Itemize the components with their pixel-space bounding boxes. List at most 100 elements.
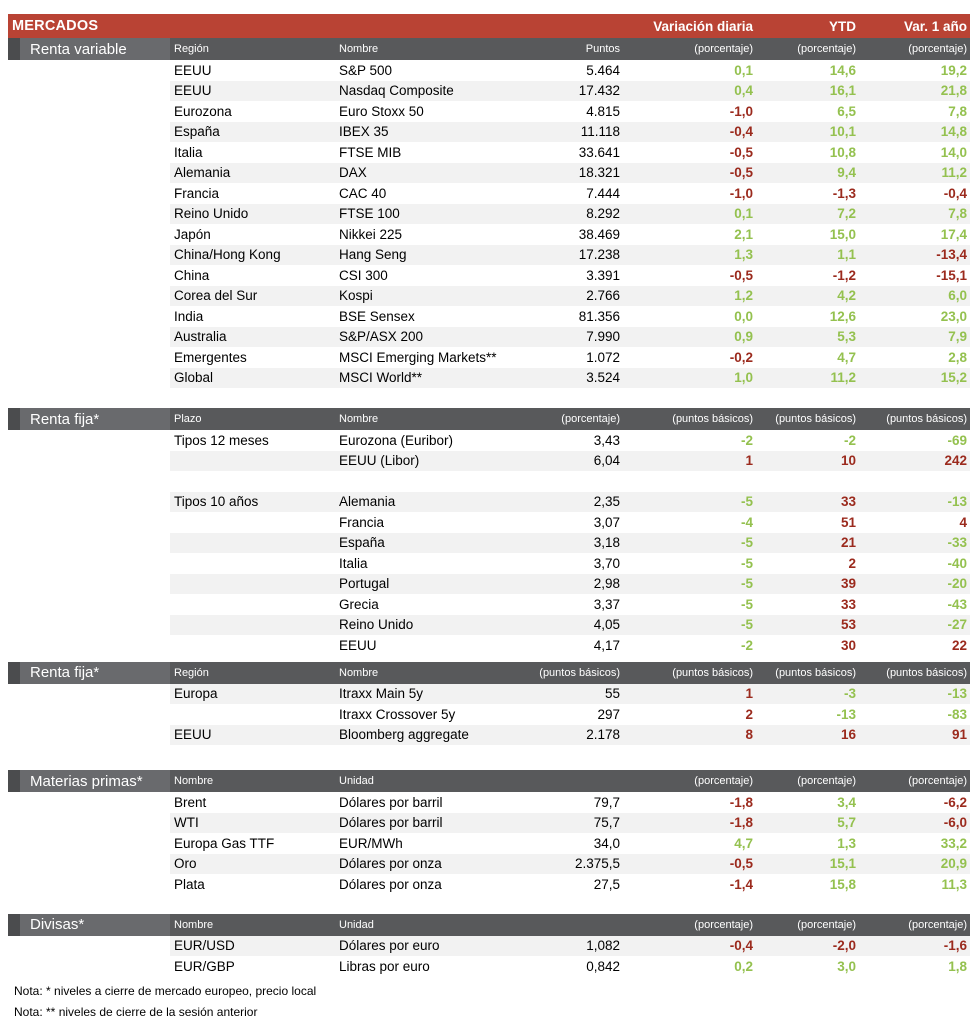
column-header: (porcentaje): [908, 775, 967, 787]
column-header: Nombre: [174, 775, 214, 787]
column-header: Nombre: [339, 413, 379, 425]
cell-name: DAX: [335, 162, 535, 183]
cell-var-1y: 2,8: [948, 349, 967, 365]
column-header: [535, 770, 623, 792]
column-header: Plazo: [174, 413, 202, 425]
cell-var-diaria: -5: [623, 573, 756, 594]
cell-var-1y: 91: [859, 724, 970, 745]
cell-value: 2,35: [535, 491, 623, 512]
table-row: Italia FTSE MIB 33.641 -0,5 10,8 14,0: [8, 142, 970, 163]
cell-ytd: 9,4: [756, 162, 859, 183]
cell-name: Euro Stoxx 50: [339, 103, 424, 119]
cell-var-diaria: -5: [623, 532, 756, 553]
table-row: Reino Unido FTSE 100 8.292 0,1 7,2 7,8: [8, 203, 970, 224]
section-label: Divisas*: [8, 913, 170, 936]
cell-ytd: 15,1: [756, 853, 859, 874]
cell-var-diaria: -5: [623, 614, 756, 635]
cell-var-1y: 6,0: [859, 285, 970, 306]
column-header: (porcentaje): [797, 775, 856, 787]
column-header: (puntos básicos): [672, 666, 753, 679]
row-label: [8, 684, 170, 705]
table-row: Francia 3,07 -4 51 4: [8, 512, 970, 533]
column-header-ytd: YTD: [829, 18, 856, 34]
cell-var-1y: -6,0: [859, 812, 970, 833]
row-label: [8, 635, 170, 656]
cell-ytd: 30: [840, 637, 856, 653]
column-header: Región: [174, 43, 209, 55]
cell-value: 3,43: [593, 432, 620, 448]
cell-name: BSE Sensex: [339, 308, 415, 324]
table-row: EUR/GBP Libras por euro 0,842 0,2 3,0 1,8: [8, 956, 970, 977]
cell-ytd: 7,2: [756, 203, 859, 224]
section-header-renta-fija-credito: Renta fija* Región Nombre (puntos básicos) (…: [8, 661, 970, 684]
cell-var-diaria: 0,2: [734, 958, 753, 974]
cell-var-diaria: -2: [740, 637, 753, 653]
cell-ytd: 6,5: [837, 103, 856, 119]
row-label: [8, 183, 170, 204]
cell-ytd: 16,1: [756, 80, 859, 101]
cell-ytd: -3: [756, 683, 859, 704]
table-row: EEUU Bloomberg aggregate 2.178 8 16 91: [8, 724, 970, 745]
row-label: [8, 854, 170, 875]
cell-var-1y: 21,8: [859, 80, 970, 101]
cell-ytd: 33: [756, 491, 859, 512]
cell-name: Kospi: [335, 285, 535, 306]
table-row: España 3,18 -5 21 -33: [8, 532, 970, 553]
section-renta-variable: Renta variable Región Nombre Puntos (porcent…: [8, 38, 970, 388]
cell-category: India: [174, 308, 204, 324]
cell-value: 34,0: [593, 835, 620, 851]
cell-value: 3,18: [535, 532, 623, 553]
column-header: (porcentaje): [694, 43, 753, 55]
cell-category: [170, 532, 335, 553]
column-header: (puntos básicos): [775, 413, 856, 425]
column-header-variacion-diaria: Variación diaria: [653, 18, 753, 34]
cell-category: Emergentes: [174, 349, 247, 365]
cell-var-diaria: 1,3: [623, 244, 756, 265]
cell-ytd: -2,0: [756, 935, 859, 956]
cell-value: 1,082: [535, 935, 623, 956]
row-label: [8, 874, 170, 895]
cell-category: China: [174, 267, 210, 283]
cell-name: FTSE MIB: [339, 144, 402, 160]
column-header: (porcentaje): [694, 775, 753, 787]
cell-value: 17.238: [535, 244, 623, 265]
cell-var-1y: -40: [947, 555, 967, 571]
cell-var-diaria: -1,0: [729, 185, 753, 201]
column-header: [535, 914, 623, 936]
cell-value: 11.118: [535, 121, 623, 142]
cell-name: España: [335, 532, 535, 553]
cell-value: 3,70: [593, 555, 620, 571]
cell-ytd: 3,4: [837, 794, 856, 810]
footnote-2: Nota: ** niveles de cierre de la sesión …: [14, 1004, 258, 1019]
section-label: Renta fija*: [8, 408, 170, 430]
cell-name: CAC 40: [339, 185, 387, 201]
cell-ytd: 12,6: [829, 308, 856, 324]
cell-category: [170, 635, 335, 656]
cell-var-1y: -6,2: [943, 794, 967, 810]
row-label: [8, 430, 170, 451]
table-row: Eurozona Euro Stoxx 50 4.815 -1,0 6,5 7,8: [8, 101, 970, 122]
cell-value: 17.432: [535, 80, 623, 101]
table-row: Itraxx Crossover 5y 297 2 -13 -83: [8, 704, 970, 725]
cell-value: 4,05: [535, 614, 623, 635]
row-label: [8, 245, 170, 266]
cell-var-diaria: -0,2: [729, 349, 753, 365]
cell-ytd: 51: [840, 514, 856, 530]
table-row: Brent Dólares por barril 79,7 -1,8 3,4 -6,2: [8, 792, 970, 813]
cell-var-1y: 7,8: [859, 203, 970, 224]
cell-name: Reino Unido: [335, 614, 535, 635]
cell-value: 6,04: [535, 450, 623, 471]
cell-value: 4.815: [586, 103, 620, 119]
cell-var-diaria: 1: [623, 683, 756, 704]
cell-var-diaria: 0,1: [623, 203, 756, 224]
cell-category: Oro: [170, 853, 335, 874]
cell-category: Europa: [170, 683, 335, 704]
cell-value: 79,7: [593, 794, 620, 810]
cell-name: Dólares por euro: [335, 935, 535, 956]
table-row: Europa Gas TTF EUR/MWh 34,0 4,7 1,3 33,2: [8, 833, 970, 854]
cell-category: [170, 704, 335, 725]
cell-name: Grecia: [339, 596, 379, 612]
cell-var-diaria: -0,4: [623, 935, 756, 956]
table-row: India BSE Sensex 81.356 0,0 12,6 23,0: [8, 306, 970, 327]
cell-var-1y: 242: [859, 450, 970, 471]
